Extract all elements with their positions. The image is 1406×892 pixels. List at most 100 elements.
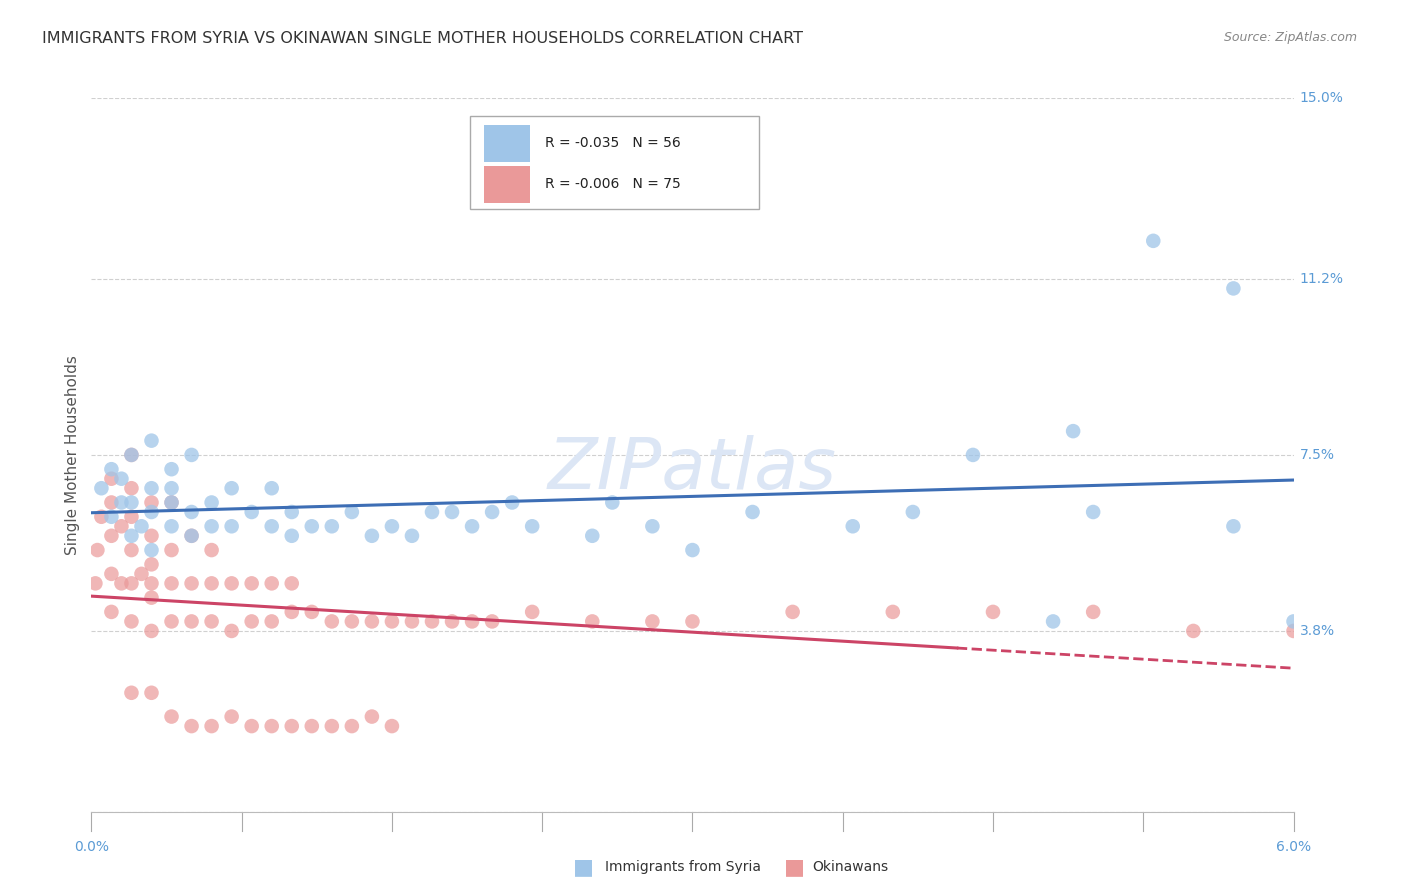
Point	[381, 719, 404, 733]
Point	[321, 519, 343, 533]
Point	[281, 605, 304, 619]
Point	[141, 576, 163, 591]
Point	[110, 519, 132, 533]
Point	[260, 719, 283, 733]
Point	[681, 543, 703, 558]
Y-axis label: Single Mother Households: Single Mother Households	[65, 355, 80, 555]
Point	[281, 719, 304, 733]
Point	[121, 576, 143, 591]
Point	[581, 615, 603, 629]
Text: ■: ■	[785, 857, 804, 877]
Point	[981, 605, 1004, 619]
Point	[581, 529, 603, 543]
Point	[180, 576, 202, 591]
Point	[381, 519, 404, 533]
Point	[110, 495, 132, 509]
FancyBboxPatch shape	[485, 166, 530, 203]
Point	[401, 615, 423, 629]
Point	[1282, 624, 1305, 638]
Point	[221, 624, 243, 638]
Point	[260, 519, 283, 533]
Point	[901, 505, 924, 519]
Point	[520, 519, 543, 533]
Point	[221, 519, 243, 533]
Point	[131, 519, 153, 533]
Point	[110, 472, 132, 486]
Point	[260, 615, 283, 629]
Point	[201, 719, 224, 733]
Point	[221, 709, 243, 723]
Point	[100, 605, 122, 619]
Point	[100, 462, 122, 476]
Point	[741, 505, 763, 519]
Point	[121, 543, 143, 558]
Text: 0.0%: 0.0%	[75, 840, 108, 855]
Point	[121, 448, 143, 462]
Point	[281, 505, 304, 519]
Point	[1282, 615, 1305, 629]
Point	[201, 576, 224, 591]
Point	[160, 495, 183, 509]
Point	[160, 615, 183, 629]
Point	[321, 615, 343, 629]
Point	[141, 686, 163, 700]
Point	[180, 529, 202, 543]
Point	[141, 505, 163, 519]
Point	[301, 519, 323, 533]
Point	[86, 543, 108, 558]
Point	[481, 615, 503, 629]
Text: R = -0.035   N = 56: R = -0.035 N = 56	[544, 136, 681, 150]
Point	[160, 481, 183, 495]
Point	[201, 495, 224, 509]
Point	[260, 576, 283, 591]
Point	[520, 605, 543, 619]
Text: ZIPatlas: ZIPatlas	[548, 434, 837, 504]
Point	[1083, 505, 1105, 519]
Point	[882, 605, 904, 619]
Text: 11.2%: 11.2%	[1299, 272, 1344, 286]
Text: 15.0%: 15.0%	[1299, 91, 1343, 105]
Point	[160, 495, 183, 509]
Point	[100, 472, 122, 486]
Point	[141, 529, 163, 543]
Point	[180, 719, 202, 733]
Point	[281, 576, 304, 591]
Point	[461, 519, 484, 533]
Point	[201, 519, 224, 533]
Point	[180, 529, 202, 543]
Point	[440, 615, 463, 629]
Text: Source: ZipAtlas.com: Source: ZipAtlas.com	[1223, 31, 1357, 45]
Point	[1182, 624, 1205, 638]
Point	[141, 591, 163, 605]
Point	[180, 505, 202, 519]
Point	[141, 481, 163, 495]
Point	[121, 686, 143, 700]
Point	[160, 576, 183, 591]
Point	[240, 719, 263, 733]
Point	[962, 448, 984, 462]
Point	[360, 529, 382, 543]
Point	[110, 576, 132, 591]
Point	[160, 462, 183, 476]
FancyBboxPatch shape	[485, 125, 530, 162]
Point	[340, 505, 363, 519]
Point	[160, 709, 183, 723]
Point	[360, 615, 382, 629]
Point	[641, 519, 664, 533]
Point	[461, 615, 484, 629]
Text: ■: ■	[574, 857, 593, 877]
FancyBboxPatch shape	[470, 116, 759, 209]
Point	[221, 576, 243, 591]
Text: 3.8%: 3.8%	[1299, 624, 1334, 638]
Point	[221, 481, 243, 495]
Point	[100, 566, 122, 581]
Point	[420, 615, 443, 629]
Point	[240, 505, 263, 519]
Point	[141, 624, 163, 638]
Text: IMMIGRANTS FROM SYRIA VS OKINAWAN SINGLE MOTHER HOUSEHOLDS CORRELATION CHART: IMMIGRANTS FROM SYRIA VS OKINAWAN SINGLE…	[42, 31, 803, 46]
Point	[201, 615, 224, 629]
Point	[141, 543, 163, 558]
Point	[301, 719, 323, 733]
Point	[641, 615, 664, 629]
Point	[100, 509, 122, 524]
